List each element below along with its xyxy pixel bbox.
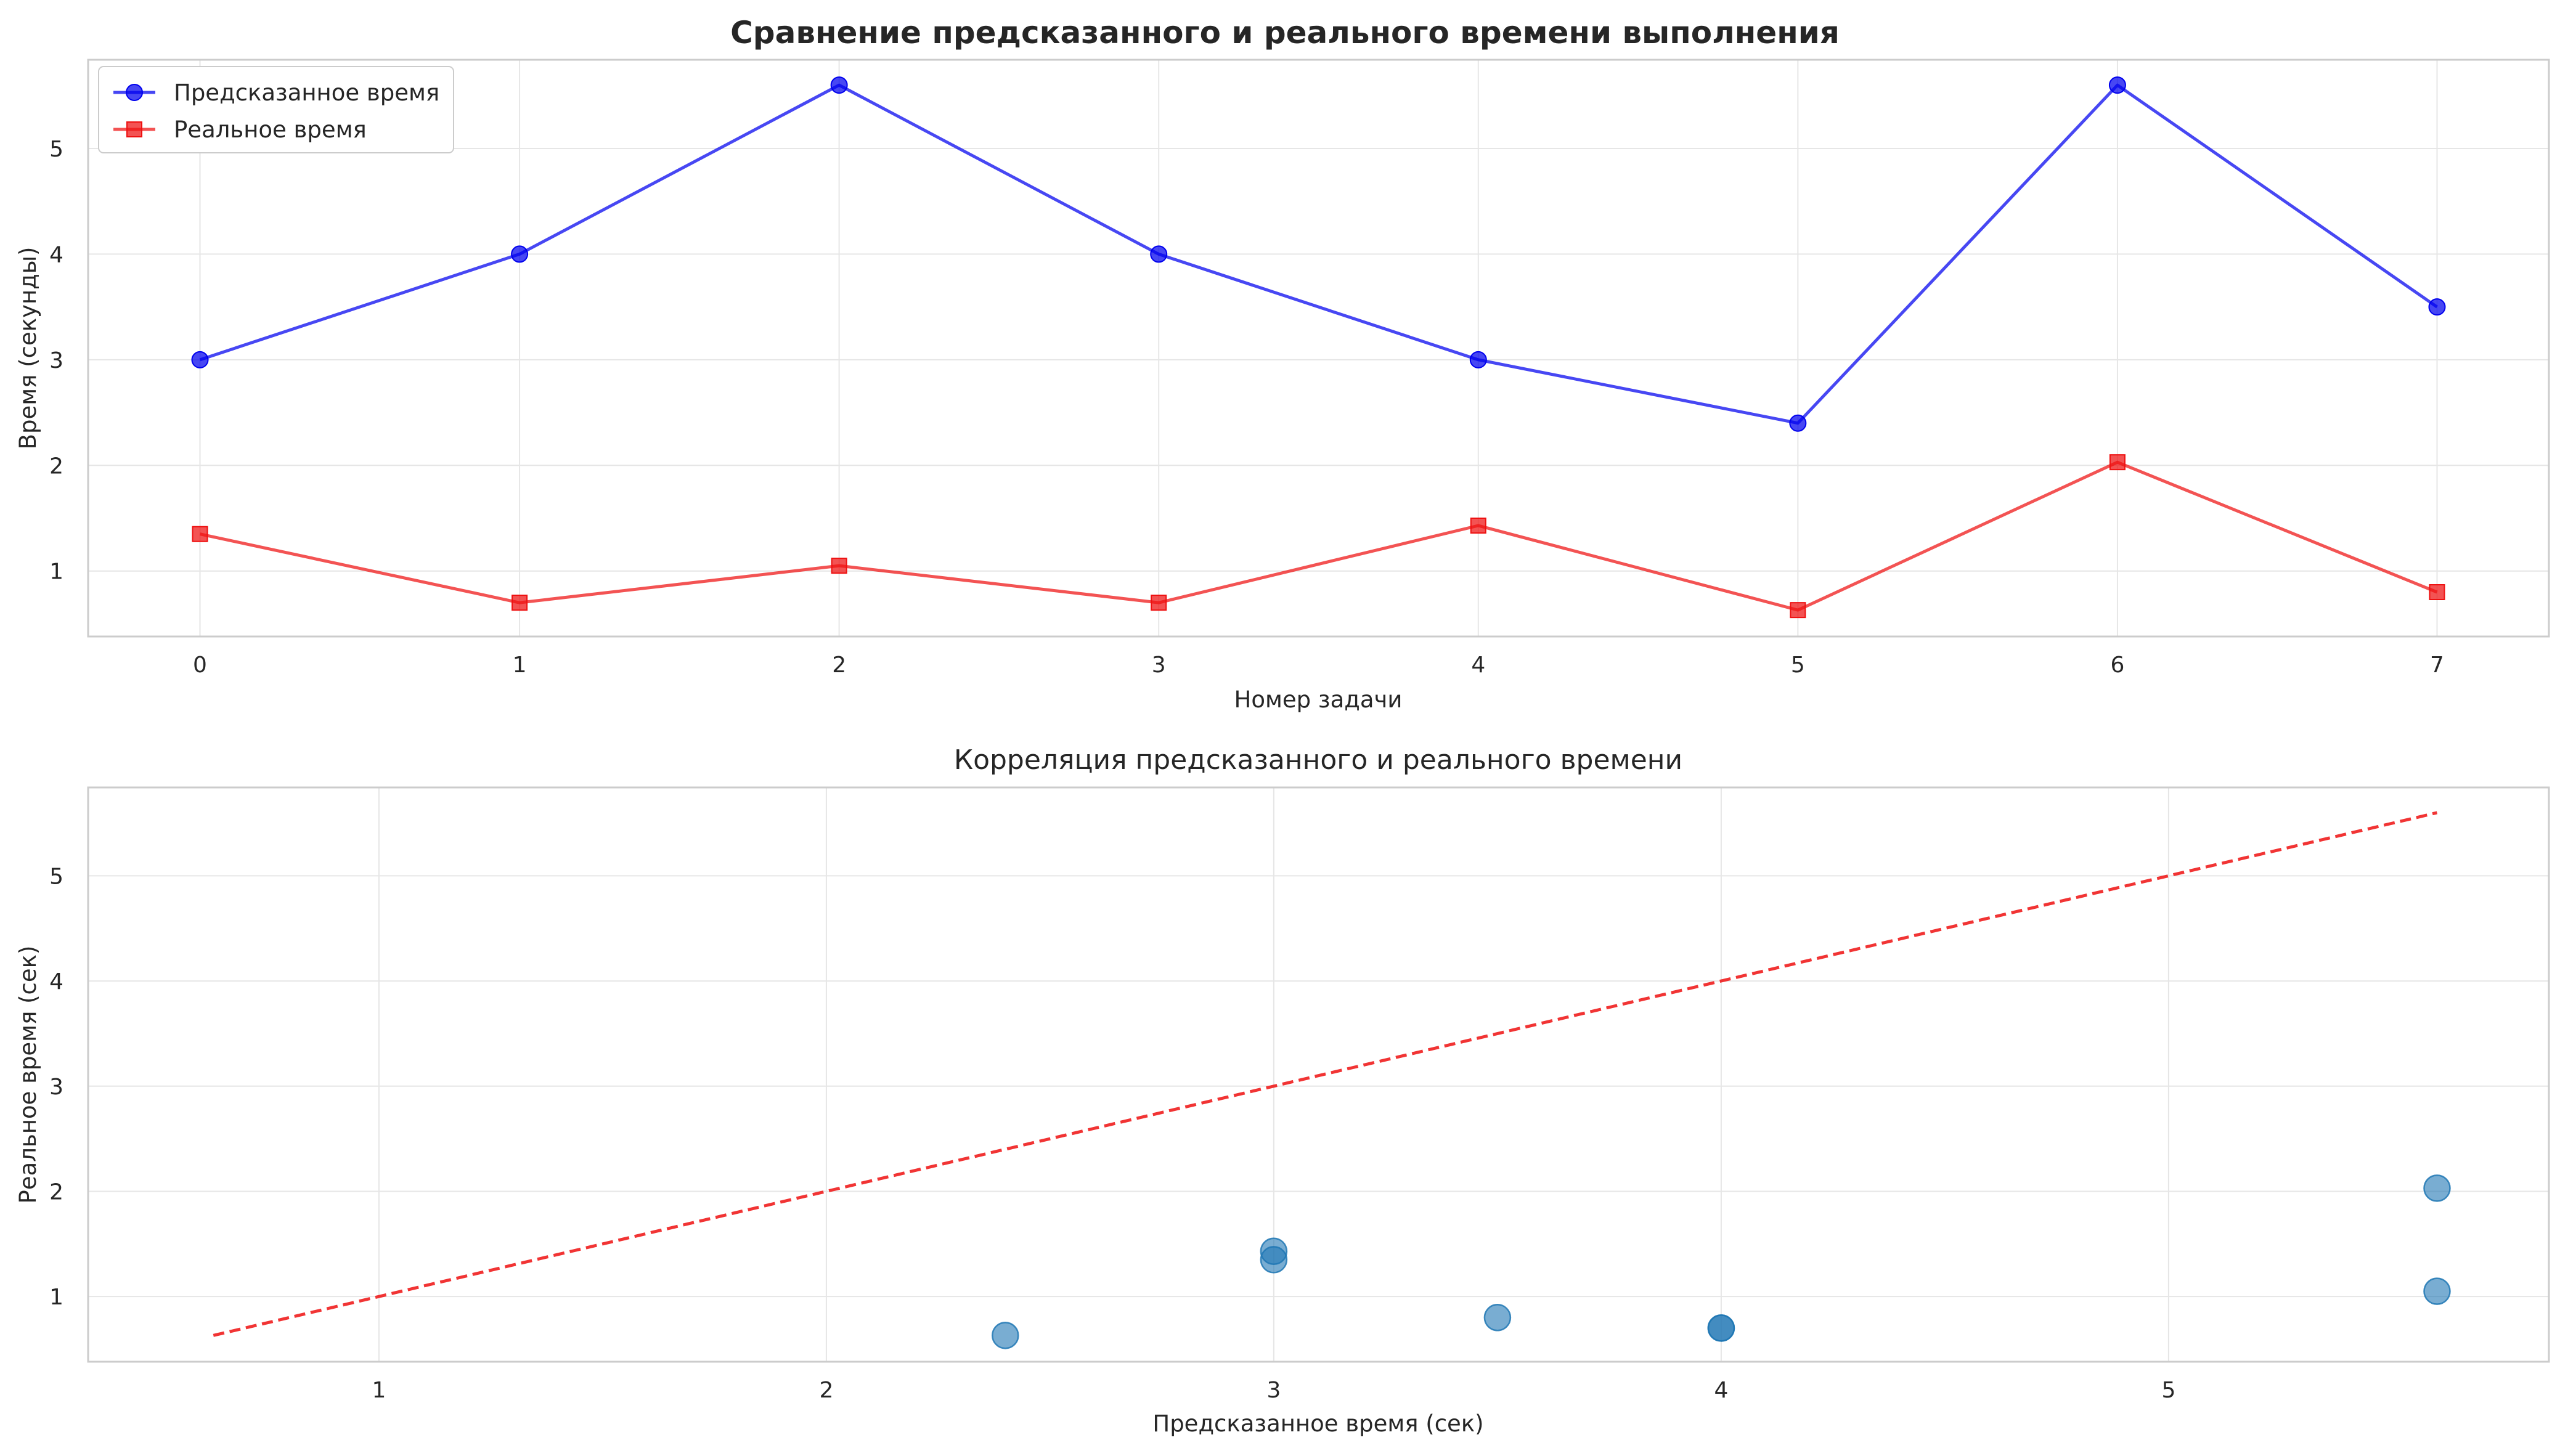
line-chart-series	[191, 76, 2446, 619]
line-chart-x-tick-3: 3	[1152, 653, 1166, 678]
line-chart-x-ticks: 0 1 2 3 4 5 6 7	[193, 653, 2444, 678]
point-actual-4	[1470, 518, 1486, 534]
scatter-point-5	[992, 1322, 1019, 1349]
line-chart-grid	[88, 60, 2549, 636]
scatter-chart-frame	[87, 786, 2550, 1363]
line-chart: Сравнение предсказанного и реального вре…	[15, 15, 2550, 713]
point-predicted-1	[511, 245, 529, 263]
scatter-chart-x-label: Предсказанное время (сек)	[1152, 1410, 1483, 1437]
line-chart-title: Сравнение предсказанного и реального вре…	[730, 15, 1840, 51]
line-chart-y-tick-3: 3	[49, 348, 63, 373]
series-line-actual	[199, 460, 2438, 612]
point-predicted-3	[1150, 245, 1168, 263]
point-predicted-4	[1469, 351, 1487, 368]
line-chart-legend: Предсказанное время Реальное время	[98, 66, 454, 153]
line-chart-y-label: Время (секунды)	[15, 247, 41, 450]
reference-diagonal-line	[213, 811, 2438, 1337]
point-predicted-5	[1789, 414, 1807, 432]
line-chart-y-ticks: 1 2 3 4 5	[49, 137, 63, 585]
point-actual-0	[192, 526, 208, 542]
scatter-point-6	[2423, 1174, 2451, 1202]
legend-item-actual: Реальное время	[113, 116, 367, 143]
scatter-chart-x-tick-3: 3	[1266, 1378, 1281, 1403]
scatter-chart-y-tick-1: 1	[49, 1285, 63, 1310]
point-predicted-6	[2108, 76, 2126, 94]
scatter-chart-x-ticks: 1 2 3 4 5	[372, 1378, 2175, 1403]
scatter-point-4	[1260, 1237, 1288, 1266]
point-actual-3	[1151, 595, 1167, 611]
line-chart-x-tick-2: 2	[832, 653, 846, 678]
line-chart-x-tick-5: 5	[1791, 653, 1805, 678]
scatter-chart-y-tick-3: 3	[49, 1075, 63, 1100]
scatter-chart-y-tick-4: 4	[49, 969, 63, 994]
legend-item-predicted: Предсказанное время	[113, 79, 439, 106]
line-chart-y-tick-4: 4	[49, 242, 63, 267]
scatter-chart-reference-line	[213, 811, 2438, 1337]
scatter-chart-x-tick-5: 5	[2161, 1378, 2175, 1403]
scatter-point-7	[1483, 1304, 1512, 1332]
line-chart-x-label: Номер задачи	[1234, 686, 1403, 713]
line-chart-y-tick-1: 1	[49, 559, 63, 585]
scatter-chart-grid	[88, 787, 2549, 1362]
point-predicted-7	[2428, 298, 2446, 316]
scatter-chart-y-tick-2: 2	[49, 1179, 63, 1205]
point-predicted-2	[830, 76, 848, 94]
point-actual-7	[2429, 584, 2445, 600]
line-chart-y-tick-5: 5	[49, 137, 63, 162]
scatter-point-3	[1707, 1314, 1735, 1342]
legend-label-predicted: Предсказанное время	[174, 79, 439, 106]
line-chart-x-tick-1: 1	[513, 653, 527, 678]
point-actual-5	[1790, 602, 1806, 619]
scatter-chart-y-label: Реальное время (сек)	[15, 946, 41, 1204]
line-chart-x-tick-0: 0	[193, 653, 207, 678]
scatter-chart-title: Корреляция предсказанного и реального вр…	[954, 744, 1682, 776]
legend-label-actual: Реальное время	[174, 116, 367, 143]
point-actual-2	[831, 558, 847, 574]
scatter-chart-y-ticks: 1 2 3 4 5	[49, 864, 63, 1310]
line-chart-x-tick-6: 6	[2110, 653, 2124, 678]
legend-box	[98, 66, 454, 153]
point-actual-1	[512, 595, 528, 611]
scatter-chart-x-tick-4: 4	[1714, 1378, 1728, 1403]
point-predicted-0	[191, 351, 209, 368]
line-chart-x-tick-7: 7	[2430, 653, 2444, 678]
line-chart-x-tick-4: 4	[1471, 653, 1485, 678]
scatter-chart-x-tick-1: 1	[372, 1378, 386, 1403]
scatter-chart-x-tick-2: 2	[819, 1378, 833, 1403]
scatter-chart: Корреляция предсказанного и реального вр…	[15, 744, 2550, 1437]
point-actual-6	[2109, 454, 2126, 471]
scatter-point-2	[2423, 1277, 2451, 1305]
legend-marker-predicted	[126, 84, 143, 101]
line-chart-y-tick-2: 2	[49, 453, 63, 479]
legend-marker-actual	[126, 121, 142, 137]
scatter-chart-points	[992, 1174, 2451, 1349]
line-chart-frame	[87, 59, 2550, 638]
scatter-chart-y-tick-5: 5	[49, 864, 63, 889]
series-line-predicted	[199, 83, 2438, 425]
